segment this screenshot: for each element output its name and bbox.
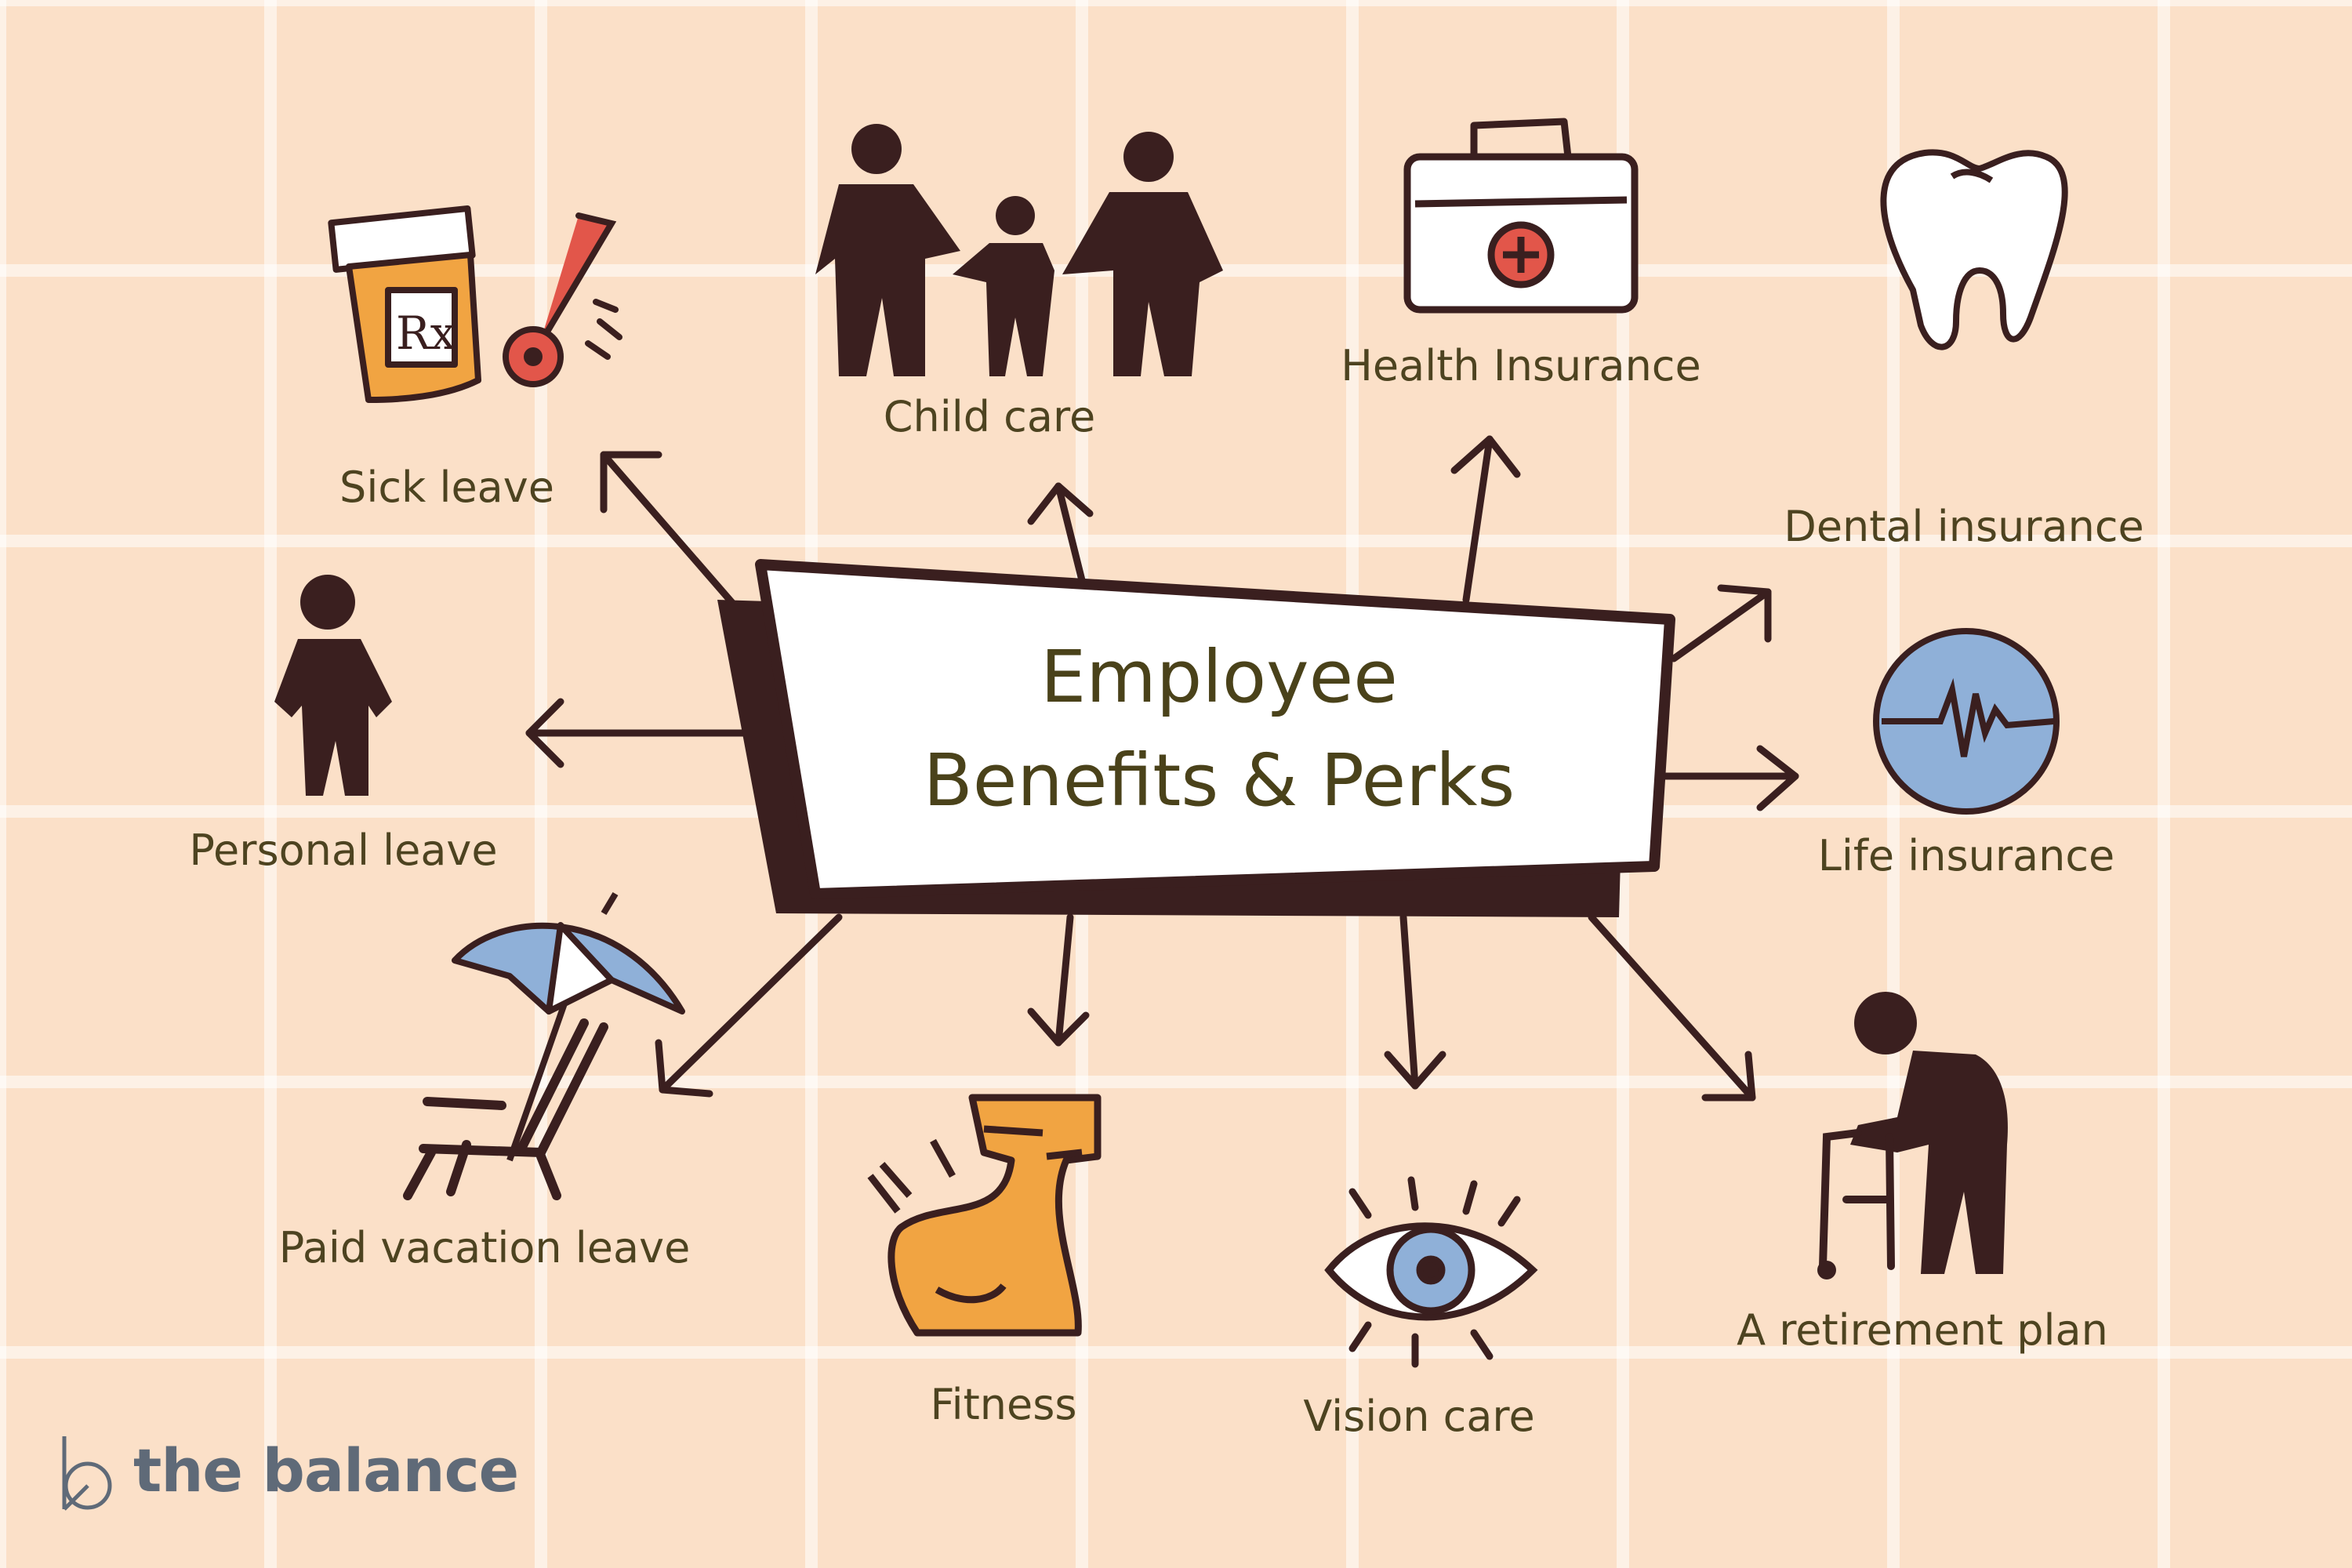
arrow-fitness [1027, 913, 1090, 1047]
first-aid-kit-icon [1403, 118, 1639, 314]
family-icon [815, 124, 1223, 376]
label-paid-vacation-leave: Paid vacation leave [278, 1223, 691, 1272]
person-icon [274, 575, 392, 796]
arrow-life [1658, 745, 1799, 811]
label-personal-leave: Personal leave [189, 826, 498, 875]
balance-logo-icon [62, 1436, 112, 1511]
pill-bottle-icon: Rx [328, 205, 481, 403]
title-board [717, 559, 1675, 917]
label-vision-care: Vision care [1303, 1392, 1535, 1441]
label-child-care: Child care [883, 392, 1096, 441]
eye-icon [1324, 1176, 1538, 1368]
arrow-sick-leave [600, 451, 737, 608]
svg-text:Rx: Rx [396, 307, 456, 360]
beach-chair-icon [403, 1018, 608, 1200]
label-life-insurance: Life insurance [1817, 831, 2115, 880]
arrow-child-care [1027, 482, 1094, 584]
arrow-retirement [1588, 913, 1756, 1102]
label-dental-insurance: Dental insurance [1784, 502, 2144, 551]
arrow-health [1450, 435, 1521, 604]
arrows [525, 435, 1799, 1102]
brand-name: the balance [133, 1435, 519, 1505]
title-line-1: Employee [1040, 635, 1398, 719]
flexed-arm-icon [867, 1094, 1102, 1337]
elderly-walker-icon [1817, 992, 2008, 1279]
arrow-personal [525, 698, 753, 768]
label-retirement-plan: A retirement plan [1737, 1305, 2108, 1355]
label-fitness: Fitness [930, 1380, 1077, 1429]
arrow-vacation [655, 913, 843, 1098]
thermometer-icon [503, 212, 622, 387]
brand-logo-spacer [61, 1427, 116, 1513]
heartbeat-icon [1873, 628, 2060, 815]
arrow-vision [1384, 913, 1446, 1090]
beach-umbrella-icon [452, 891, 685, 1162]
label-sick-leave: Sick leave [339, 463, 554, 512]
brand: the balance [61, 1427, 519, 1513]
label-health-insurance: Health Insurance [1341, 341, 1701, 390]
tooth-icon [1880, 149, 2068, 350]
arrow-dental [1670, 584, 1772, 662]
title-line-2: Benefits & Perks [923, 739, 1515, 822]
